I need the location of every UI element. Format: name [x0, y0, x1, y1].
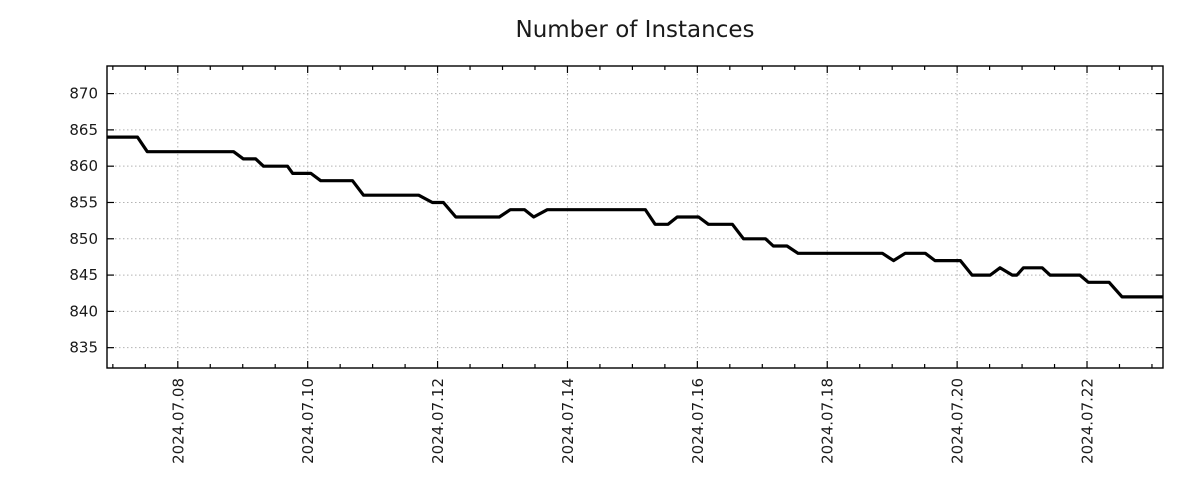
- y-tick-label: 855: [69, 193, 98, 211]
- x-tick-label: 2024.07.18: [819, 378, 837, 464]
- y-tick-label: 845: [69, 266, 98, 284]
- y-tick-label: 835: [69, 339, 98, 357]
- x-tick-label: 2024.07.10: [299, 378, 317, 464]
- chart-title: Number of Instances: [515, 17, 755, 43]
- y-tick-label: 840: [69, 302, 98, 320]
- y-tick-label: 850: [69, 230, 98, 248]
- series-line: [107, 135, 1163, 299]
- plot-border: [106, 65, 1164, 369]
- x-tick-label: 2024.07.08: [169, 378, 187, 464]
- y-tick-label: 870: [69, 85, 98, 103]
- x-tick-label: 2024.07.22: [1079, 378, 1097, 464]
- x-tick-label: 2024.07.14: [559, 378, 577, 464]
- x-tick-label: 2024.07.12: [429, 378, 447, 464]
- y-tick-label: 860: [69, 157, 98, 175]
- y-tick-label: 865: [69, 121, 98, 139]
- x-tick-label: 2024.07.16: [689, 378, 707, 464]
- x-tick-label: 2024.07.20: [949, 378, 967, 464]
